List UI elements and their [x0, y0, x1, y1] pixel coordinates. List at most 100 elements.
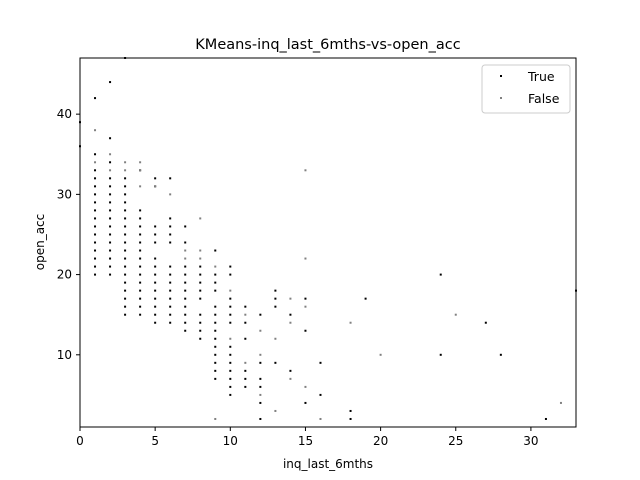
data-point-true [139, 209, 142, 212]
data-point-true [124, 233, 127, 236]
data-point-true [244, 321, 247, 324]
data-point-true [124, 193, 127, 196]
x-tick-label: 25 [448, 434, 463, 448]
data-point-true [124, 225, 127, 228]
data-point-false [109, 169, 112, 172]
data-point-true [229, 273, 232, 276]
legend-label-false: False [528, 91, 560, 106]
data-point-true [184, 289, 187, 292]
data-point-true [274, 289, 277, 292]
data-point-true [109, 273, 112, 276]
x-tick-label: 0 [76, 434, 84, 448]
data-point-true [229, 297, 232, 300]
data-point-true [124, 209, 127, 212]
data-point-true [109, 209, 112, 212]
data-point-true [229, 313, 232, 316]
data-point-true [274, 361, 277, 364]
data-point-true [214, 345, 217, 348]
data-point-true [259, 417, 262, 420]
y-axis-ticks: 10 20 30 40 [57, 107, 80, 362]
data-point-true [169, 313, 172, 316]
data-point-false [199, 257, 202, 260]
data-point-true [304, 401, 307, 404]
legend-marker-true [500, 75, 502, 77]
data-point-false [214, 417, 217, 420]
data-point-true [184, 305, 187, 308]
data-point-true [109, 249, 112, 252]
data-point-false [124, 169, 127, 172]
data-point-true [94, 177, 97, 180]
data-point-false [274, 337, 277, 340]
x-tick-label: 15 [298, 434, 313, 448]
data-point-true [199, 273, 202, 276]
data-point-false [304, 305, 307, 308]
data-point-true [109, 137, 112, 140]
data-point-true [184, 329, 187, 332]
data-point-true [154, 265, 157, 268]
data-point-true [244, 385, 247, 388]
data-point-true [319, 393, 322, 396]
x-axis-ticks: 0 5 10 15 20 25 30 [76, 427, 539, 448]
data-point-true [94, 217, 97, 220]
data-point-true [94, 185, 97, 188]
data-point-true [154, 225, 157, 228]
data-point-true [439, 353, 442, 356]
data-point-true [229, 369, 232, 372]
data-point-false [139, 161, 142, 164]
data-point-true [94, 153, 97, 156]
data-point-false [124, 161, 127, 164]
data-point-true [109, 177, 112, 180]
data-point-false [139, 185, 142, 188]
data-point-true [139, 225, 142, 228]
data-point-true [319, 361, 322, 364]
data-point-false [244, 361, 247, 364]
data-point-false [184, 249, 187, 252]
data-point-true [214, 289, 217, 292]
data-point-true [499, 353, 502, 356]
data-point-true [154, 273, 157, 276]
legend: True False [481, 64, 571, 114]
data-point-true [199, 289, 202, 292]
data-point-false [169, 193, 172, 196]
data-point-true [124, 201, 127, 204]
y-tick-label: 20 [57, 268, 72, 282]
data-point-true [244, 337, 247, 340]
data-point-true [94, 209, 97, 212]
data-point-true [169, 217, 172, 220]
y-tick-label: 30 [57, 187, 72, 201]
data-point-true [139, 233, 142, 236]
data-point-true [169, 177, 172, 180]
legend-box [481, 64, 571, 114]
data-point-true [169, 241, 172, 244]
data-point-true [229, 265, 232, 268]
data-point-true [154, 305, 157, 308]
data-point-true [154, 257, 157, 260]
data-point-true [364, 297, 367, 300]
chart-title: KMeans-inq_last_6mths-vs-open_acc [195, 37, 460, 53]
data-point-true [124, 185, 127, 188]
data-point-true [184, 313, 187, 316]
data-point-false [154, 185, 157, 188]
data-point-true [259, 385, 262, 388]
data-point-true [439, 273, 442, 276]
data-point-true [289, 369, 292, 372]
data-point-false [199, 217, 202, 220]
data-point-true [304, 329, 307, 332]
data-point-true [124, 257, 127, 260]
data-point-false [349, 321, 352, 324]
data-point-true [109, 233, 112, 236]
data-point-true [154, 233, 157, 236]
data-point-false [259, 393, 262, 396]
data-point-false [304, 385, 307, 388]
data-point-true [214, 313, 217, 316]
data-point-true [544, 417, 547, 420]
data-point-true [139, 273, 142, 276]
data-point-true [259, 401, 262, 404]
data-point-true [94, 273, 97, 276]
data-point-false [559, 401, 562, 404]
data-point-false [259, 329, 262, 332]
data-point-true [139, 313, 142, 316]
data-point-false [379, 353, 382, 356]
data-point-true [214, 337, 217, 340]
data-point-true [109, 161, 112, 164]
